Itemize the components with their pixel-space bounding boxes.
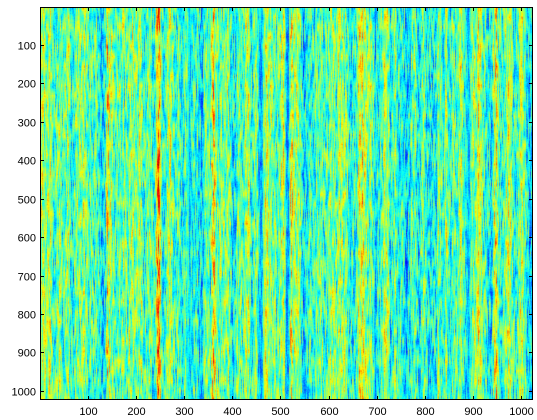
x-tick-label: 1000 xyxy=(509,406,533,418)
y-tick-label: 500 xyxy=(18,195,36,207)
y-tick-label: 300 xyxy=(18,118,36,130)
y-tick-label: 100 xyxy=(18,41,36,53)
x-axis: 100 200 300 400 500 600 700 800 900 1000 xyxy=(79,7,534,418)
x-tick-label: 600 xyxy=(320,406,338,418)
x-tick-label: 700 xyxy=(368,406,386,418)
x-tick-label: 100 xyxy=(79,406,97,418)
y-tick-label: 900 xyxy=(18,348,36,360)
x-tick-label: 500 xyxy=(271,406,289,418)
y-tick-label: 800 xyxy=(18,310,36,322)
x-tick-label: 400 xyxy=(223,406,241,418)
y-tick-label: 200 xyxy=(18,79,36,91)
x-tick-label: 900 xyxy=(464,406,482,418)
y-tick-label: 400 xyxy=(18,156,36,168)
heatmap-image xyxy=(40,7,533,400)
y-tick-label: 1000 xyxy=(12,387,36,399)
x-tick-label: 300 xyxy=(175,406,193,418)
x-tick-label: 200 xyxy=(127,406,145,418)
x-tick-label: 800 xyxy=(416,406,434,418)
y-tick-label: 600 xyxy=(18,233,36,245)
y-axis: 100 200 300 400 500 600 700 800 900 1000 xyxy=(12,41,533,399)
y-tick-label: 700 xyxy=(18,272,36,284)
axes-frame xyxy=(40,7,533,400)
